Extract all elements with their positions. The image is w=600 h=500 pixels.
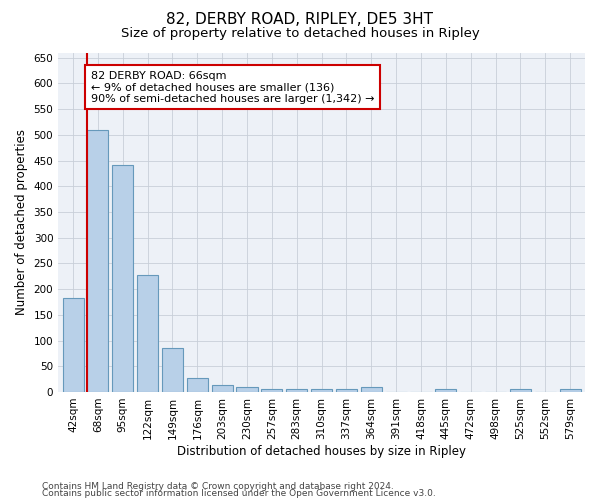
Bar: [560, 390, 581, 392]
Text: Size of property relative to detached houses in Ripley: Size of property relative to detached ho…: [121, 28, 479, 40]
Bar: [212, 385, 233, 392]
Bar: [162, 348, 183, 392]
Bar: [311, 389, 332, 392]
Bar: [88, 130, 109, 392]
Bar: [435, 390, 457, 392]
Bar: [510, 390, 531, 392]
Bar: [336, 389, 357, 392]
Bar: [286, 389, 307, 392]
Text: 82 DERBY ROAD: 66sqm
← 9% of detached houses are smaller (136)
90% of semi-detac: 82 DERBY ROAD: 66sqm ← 9% of detached ho…: [91, 70, 374, 104]
Bar: [262, 389, 283, 392]
Text: Contains HM Land Registry data © Crown copyright and database right 2024.: Contains HM Land Registry data © Crown c…: [42, 482, 394, 491]
X-axis label: Distribution of detached houses by size in Ripley: Distribution of detached houses by size …: [177, 444, 466, 458]
Y-axis label: Number of detached properties: Number of detached properties: [15, 129, 28, 315]
Text: 82, DERBY ROAD, RIPLEY, DE5 3HT: 82, DERBY ROAD, RIPLEY, DE5 3HT: [167, 12, 433, 28]
Text: Contains public sector information licensed under the Open Government Licence v3: Contains public sector information licen…: [42, 489, 436, 498]
Bar: [361, 388, 382, 392]
Bar: [187, 378, 208, 392]
Bar: [112, 164, 133, 392]
Bar: [137, 274, 158, 392]
Bar: [236, 388, 257, 392]
Bar: [62, 298, 83, 392]
